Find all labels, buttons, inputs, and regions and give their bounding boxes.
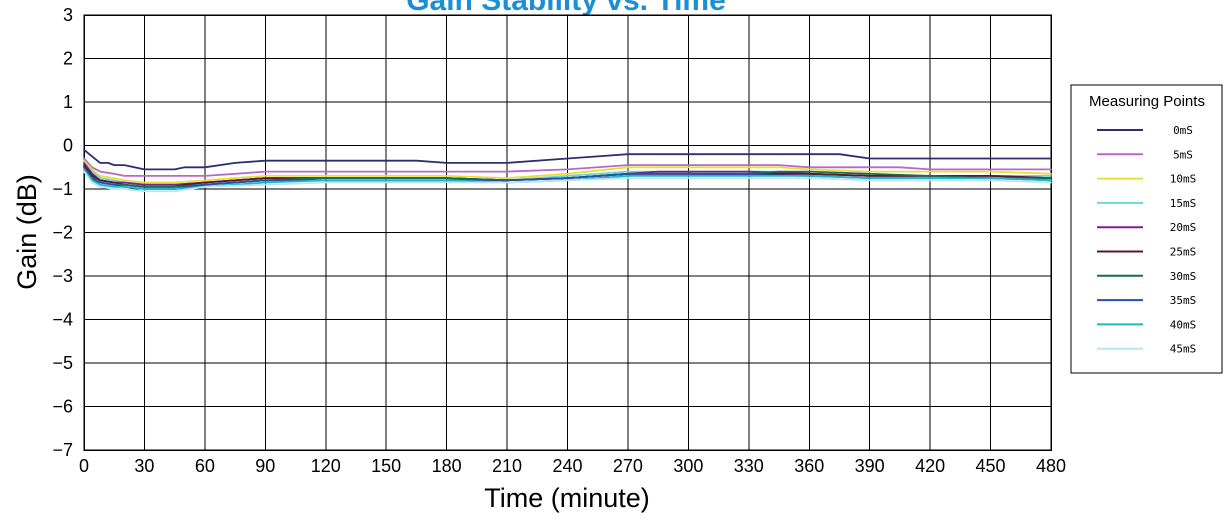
x-tick-label: 450 [976,456,1006,476]
y-tick-label: 2 [63,49,73,69]
x-tick-label: 300 [673,456,703,476]
series-line-5ms [83,157,1052,177]
legend-box [1070,84,1223,374]
x-tick-label: 60 [195,456,215,476]
x-tick-label: 120 [311,456,341,476]
x-axis-title: Time (minute) [484,483,650,513]
x-tick-label: 90 [255,456,275,476]
legend-title: Measuring Points [1089,93,1205,110]
y-tick-label: −6 [52,397,73,417]
legend-label: 10mS [1170,173,1197,186]
legend-label: 30mS [1170,270,1197,283]
chart-title: Gain Stability vs. Time [406,0,726,17]
x-tick-label: 480 [1036,456,1066,476]
y-tick-label: −7 [52,440,73,460]
legend-label: 45mS [1170,343,1197,356]
series-lines [83,148,1052,193]
x-tick-label: 270 [613,456,643,476]
x-tick-label: 420 [915,456,945,476]
x-tick-label: 390 [855,456,885,476]
legend-label: 0mS [1173,124,1193,137]
y-tick-label: 3 [63,5,73,25]
legend-items: 0mS 5mS 10mS 15mS 20mS 25mS 30mS 35mS 40mS 45mS [1097,124,1196,356]
legend-label: 5mS [1173,148,1193,161]
legend-label: 15mS [1170,197,1197,210]
y-tick-label: −5 [52,353,73,373]
y-axis-ticks: 3 2 1 0 −1 −2 −3 −4 −5 −6 −7 [52,5,73,460]
x-tick-label: 180 [432,456,462,476]
series-line-0ms [83,148,1052,171]
series-line-45ms [83,170,1052,193]
x-axis-ticks: 0 30 60 90 120 150 180 210 240 270 300 330 360 390 420… [79,456,1066,476]
y-tick-label: −2 [52,223,73,243]
legend-label: 40mS [1170,318,1197,331]
legend-label: 20mS [1170,221,1197,234]
legend-label: 25mS [1170,246,1197,259]
y-tick-label: −3 [52,266,73,286]
x-tick-label: 210 [492,456,522,476]
y-tick-label: 0 [63,136,73,156]
series-line-30ms [83,166,1052,188]
y-tick-label: −4 [52,310,73,330]
x-tick-label: 360 [794,456,824,476]
series-line-40ms [83,168,1052,190]
grid [83,14,1052,451]
legend-label: 35mS [1170,294,1197,307]
x-tick-label: 150 [371,456,401,476]
y-axis-title: Gain (dB) [12,174,42,290]
y-tick-label: −1 [52,179,73,199]
y-tick-label: 1 [63,92,73,112]
x-tick-label: 30 [134,456,154,476]
legend: Measuring Points 0mS 5mS 10mS 15mS 20mS 25mS 3… [1070,84,1223,374]
x-tick-label: 240 [552,456,582,476]
x-tick-label: 330 [734,456,764,476]
x-tick-label: 0 [79,456,89,476]
series-line-10ms [83,159,1052,184]
